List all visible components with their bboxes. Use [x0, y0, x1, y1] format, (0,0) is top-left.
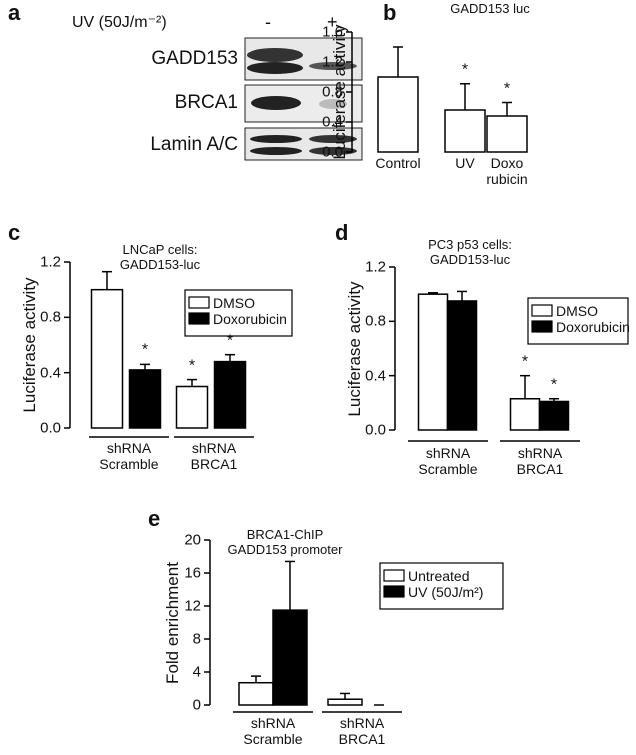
y-tick-label: 1.2	[40, 253, 61, 271]
bar	[213, 360, 247, 429]
legend-label: UV (50J/m²)	[408, 583, 484, 600]
legend-swatch	[383, 585, 405, 598]
legend-label: DMSO	[556, 302, 598, 319]
blot-band	[247, 62, 303, 74]
treatment-label: UV (50J/m⁻²)	[72, 14, 167, 31]
legend-label: DMSO	[213, 294, 255, 311]
legend-swatch	[188, 296, 210, 309]
western-blot	[244, 37, 363, 161]
legend-swatch	[531, 304, 553, 317]
blot-band	[319, 99, 347, 109]
significance-star: *	[188, 357, 196, 375]
bar	[486, 115, 528, 153]
significance-star: *	[550, 376, 558, 394]
significance-star: *	[226, 332, 234, 350]
x-tick-label: shRNA Scramble	[418, 445, 478, 478]
significance-star: *	[461, 61, 469, 79]
blot-band	[250, 135, 302, 143]
y-tick-label: 0.4	[40, 364, 61, 382]
panel-label: d	[335, 220, 349, 245]
significance-star: *	[503, 80, 511, 98]
y-tick-label: 0.8	[40, 308, 61, 326]
legend-swatch	[383, 569, 405, 582]
bar	[272, 609, 308, 706]
condition-label: +	[327, 12, 338, 32]
bar	[377, 76, 419, 153]
bar	[444, 109, 486, 153]
y-tick-label: 12	[184, 597, 201, 615]
y-tick-label: 0.4	[365, 367, 386, 385]
y-tick-label: 0.0	[322, 143, 343, 161]
blot-band	[309, 62, 357, 70]
y-tick-label: 20	[184, 531, 201, 549]
x-tick-label: shRNA Scramble	[99, 440, 159, 473]
bar	[175, 385, 209, 429]
legend-swatch	[531, 320, 553, 333]
y-tick-label: 1.6	[322, 23, 343, 41]
significance-star: *	[141, 341, 149, 359]
legend-label: Doxorubicin	[213, 310, 287, 327]
y-tick-label: 0.8	[365, 312, 386, 330]
y-tick-label: 1.2	[365, 258, 386, 276]
blot-band	[309, 135, 357, 143]
blot-band	[250, 147, 302, 155]
blot-row-label: Lamin A/C	[150, 134, 238, 155]
panel-label: c	[8, 220, 21, 245]
blot-row-label: BRCA1	[174, 92, 238, 113]
y-tick-label: 16	[184, 564, 201, 582]
blot-band	[309, 147, 357, 155]
y-axis-label: Luciferase activity	[20, 277, 39, 413]
chart-title: PC3 p53 cells: GADD153-luc	[428, 237, 512, 267]
legend-label: Untreated	[408, 567, 470, 584]
y-tick-label: 0.0	[365, 421, 386, 439]
y-tick-label: 4	[192, 663, 201, 681]
y-axis-label: Luciferase activity	[345, 280, 364, 417]
chart-title: LNCaP cells: GADD153-luc	[119, 242, 201, 272]
bar	[90, 288, 124, 429]
bar	[538, 400, 570, 431]
blot-band	[251, 96, 301, 110]
y-tick-label: 0.4	[322, 113, 343, 131]
bar	[327, 698, 363, 706]
panel-label: b	[383, 0, 397, 25]
bar	[238, 681, 274, 706]
y-axis-label: Fold enrichment	[163, 561, 182, 684]
x-tick-label: Doxo rubicin	[486, 155, 528, 188]
blot-band	[247, 48, 303, 62]
y-tick-label: 8	[192, 630, 201, 648]
blot-row-label: GADD153	[151, 48, 238, 69]
x-tick-label: shRNA BRCA1	[516, 445, 564, 478]
x-tick-label: UV	[455, 155, 475, 171]
panel-label: e	[148, 506, 161, 531]
x-tick-label: Control	[375, 155, 421, 171]
panel-label: a	[8, 0, 21, 25]
legend-swatch	[188, 312, 210, 325]
condition-label: -	[265, 12, 271, 32]
y-tick-label: 1.2	[322, 53, 343, 71]
legend-label: Doxorubicin	[556, 318, 630, 335]
bar	[417, 293, 449, 431]
x-tick-label: shRNA Scramble	[243, 715, 303, 748]
chart-title: GADD153 luc	[450, 1, 530, 16]
significance-star: *	[521, 353, 529, 371]
bar	[128, 369, 162, 429]
chart-title: BRCA1-ChIP GADD153 promoter	[227, 527, 343, 557]
y-tick-label: 0.8	[322, 83, 343, 101]
y-tick-label: 0.0	[40, 419, 61, 437]
x-tick-label: shRNA BRCA1	[190, 440, 238, 473]
y-tick-label: 0	[192, 696, 201, 714]
bar	[446, 300, 478, 431]
bar	[509, 398, 541, 431]
x-tick-label: shRNA BRCA1	[338, 715, 386, 748]
